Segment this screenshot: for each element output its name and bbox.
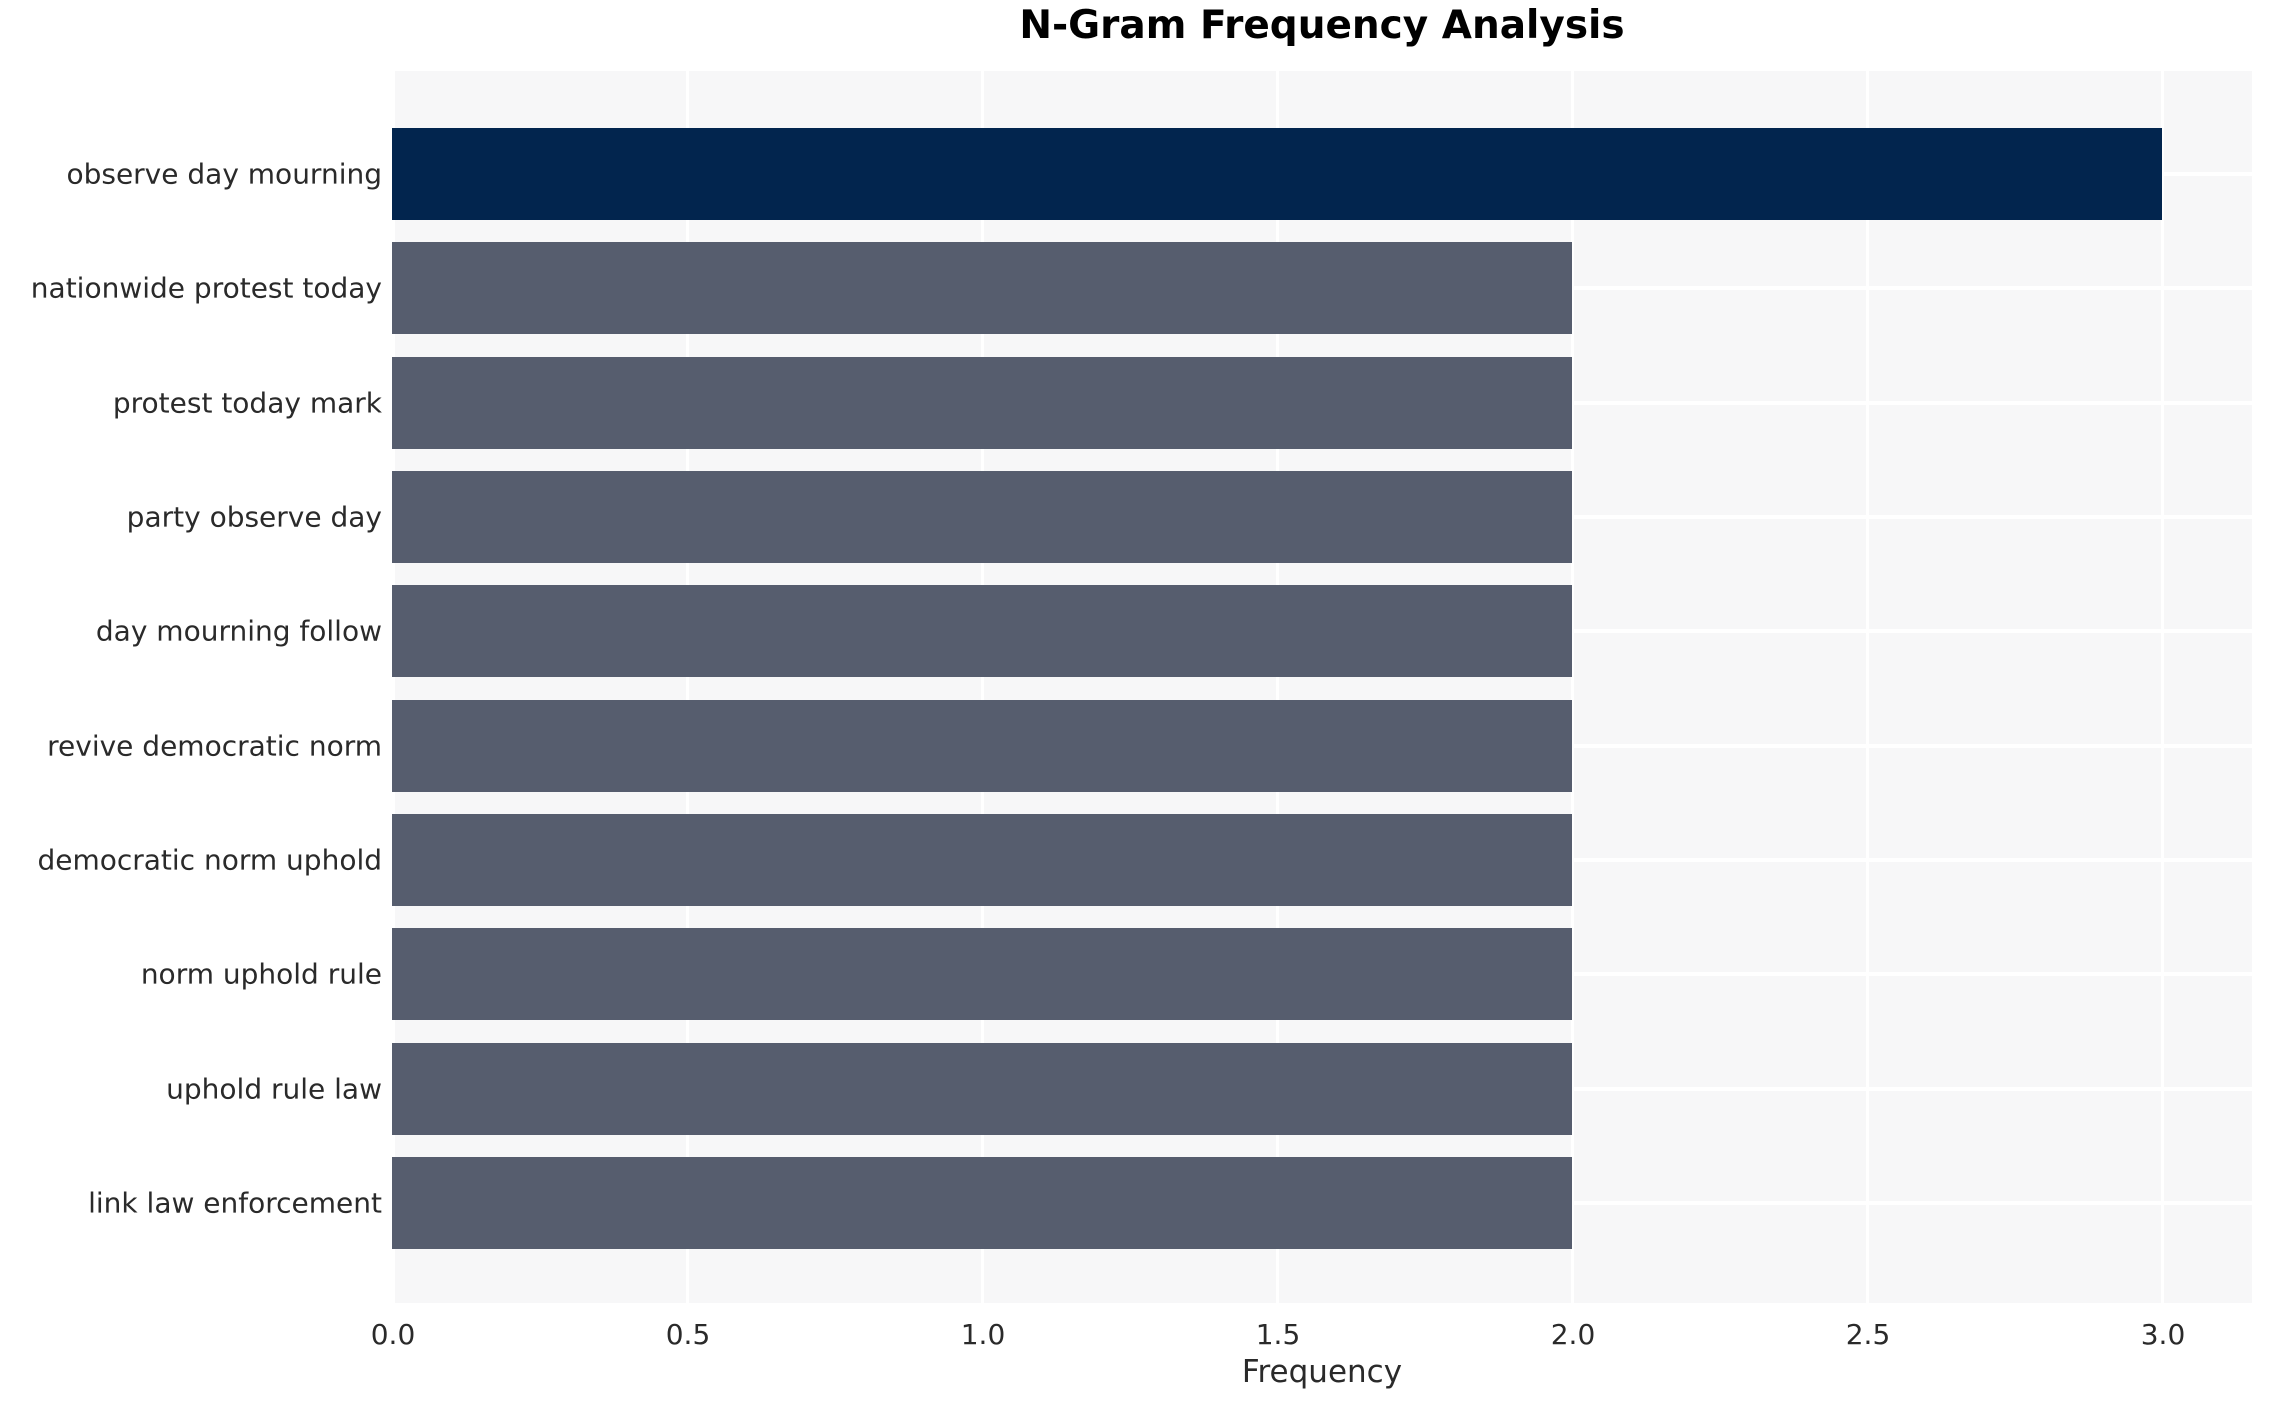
bar-democratic-norm-uphold xyxy=(392,813,1572,906)
bar-protest-today-mark xyxy=(392,356,1572,449)
x-gridline xyxy=(1276,71,1279,1303)
y-tick-label: nationwide protest today xyxy=(30,271,382,305)
bar-observe-day-mourning xyxy=(392,128,2162,220)
bar-uphold-rule-law xyxy=(392,1042,1572,1135)
x-gridline xyxy=(392,71,395,1303)
x-tick-label: 3.0 xyxy=(2140,1318,2186,1351)
x-gridline xyxy=(2161,71,2164,1303)
y-tick-label: observe day mourning xyxy=(66,157,382,191)
x-tick-label: 0.0 xyxy=(370,1318,416,1351)
chart-title: N-Gram Frequency Analysis xyxy=(1019,3,1625,48)
y-tick-label: norm uphold rule xyxy=(140,957,382,991)
x-axis-label: Frequency xyxy=(1241,1354,1403,1390)
y-tick-label: day mourning follow xyxy=(95,614,382,648)
y-tick-label: party observe day xyxy=(126,500,382,534)
y-tick-label: uphold rule law xyxy=(166,1072,382,1106)
bar-revive-democratic-norm xyxy=(392,699,1572,792)
x-tick-label: 0.5 xyxy=(665,1318,711,1351)
bar-day-mourning-follow xyxy=(392,585,1572,678)
y-tick-label: link law enforcement xyxy=(88,1186,382,1220)
plot-area xyxy=(392,71,2252,1303)
x-gridline xyxy=(1571,71,1574,1303)
bar-link-law-enforcement xyxy=(392,1156,1572,1249)
bar-norm-uphold-rule xyxy=(392,928,1572,1021)
bar-party-observe-day xyxy=(392,470,1572,563)
x-gridline xyxy=(981,71,984,1303)
x-gridline xyxy=(686,71,689,1303)
bar-nationwide-protest-today xyxy=(392,242,1572,335)
x-tick-label: 1.5 xyxy=(1255,1318,1301,1351)
x-tick-label: 1.0 xyxy=(960,1318,1006,1351)
x-gridline xyxy=(1866,71,1869,1303)
y-tick-label: protest today mark xyxy=(112,386,382,420)
y-tick-label: revive democratic norm xyxy=(47,729,382,763)
x-tick-label: 2.5 xyxy=(1845,1318,1891,1351)
y-tick-label: democratic norm uphold xyxy=(37,843,382,877)
x-tick-label: 2.0 xyxy=(1550,1318,1596,1351)
